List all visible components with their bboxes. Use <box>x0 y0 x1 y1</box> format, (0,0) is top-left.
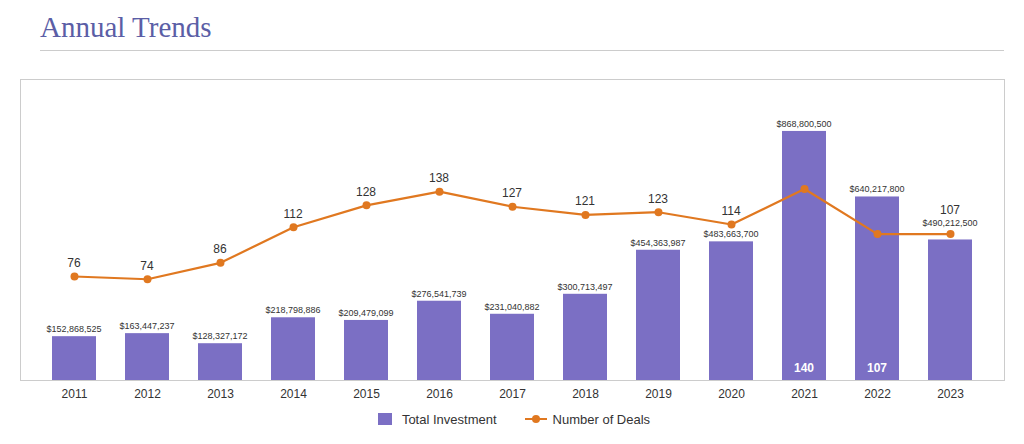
svg-text:2019: 2019 <box>645 387 672 401</box>
svg-text:107: 107 <box>940 203 960 217</box>
html-text:Annual Trends: Annual Trends <box>40 11 212 43</box>
svg-text:$128,327,172: $128,327,172 <box>192 331 247 341</box>
html-text:Number of Deals: Number of Deals <box>552 411 651 427</box>
svg-text:$152,868,525: $152,868,525 <box>46 324 101 334</box>
svg-text:$218,798,886: $218,798,886 <box>265 305 320 315</box>
svg-text:86: 86 <box>213 242 227 256</box>
svg-text:2021: 2021 <box>791 387 818 401</box>
svg-text:$231,040,882: $231,040,882 <box>484 302 539 312</box>
svg-text:2023: 2023 <box>937 387 964 401</box>
svg-text:$483,663,700: $483,663,700 <box>703 229 758 239</box>
svg-text:2014: 2014 <box>280 387 307 401</box>
svg-text:127: 127 <box>502 186 522 200</box>
svg-text:123: 123 <box>648 192 668 206</box>
svg-text:$276,541,739: $276,541,739 <box>411 289 466 299</box>
svg-text:107: 107 <box>867 361 887 375</box>
svg-text:140: 140 <box>794 361 814 375</box>
svg-text:114: 114 <box>721 204 740 218</box>
svg-text:$868,800,500: $868,800,500 <box>776 119 831 129</box>
svg-text:76: 76 <box>67 256 81 270</box>
svg-text:$209,479,099: $209,479,099 <box>338 308 393 318</box>
svg-text:2012: 2012 <box>134 387 161 401</box>
svg-text:2017: 2017 <box>499 387 526 401</box>
svg-text:2013: 2013 <box>207 387 234 401</box>
svg-text:121: 121 <box>575 194 595 208</box>
svg-text:2020: 2020 <box>718 387 745 401</box>
svg-text:112: 112 <box>283 207 302 221</box>
svg-text:128: 128 <box>356 185 376 199</box>
svg-text:2015: 2015 <box>353 387 380 401</box>
svg-text:$640,217,800: $640,217,800 <box>849 184 904 194</box>
svg-text:2022: 2022 <box>864 387 891 401</box>
svg-text:$163,447,237: $163,447,237 <box>119 321 174 331</box>
svg-text:2011: 2011 <box>62 387 88 401</box>
svg-text:2016: 2016 <box>426 387 453 401</box>
html-text:Total Investment: Total Investment <box>401 411 497 427</box>
svg-text:$300,713,497: $300,713,497 <box>557 282 612 292</box>
svg-text:74: 74 <box>140 259 154 273</box>
svg-text:138: 138 <box>429 171 449 185</box>
svg-text:2018: 2018 <box>572 387 599 401</box>
svg-text:$490,212,500: $490,212,500 <box>922 218 977 228</box>
svg-text:$454,363,987: $454,363,987 <box>630 238 685 248</box>
